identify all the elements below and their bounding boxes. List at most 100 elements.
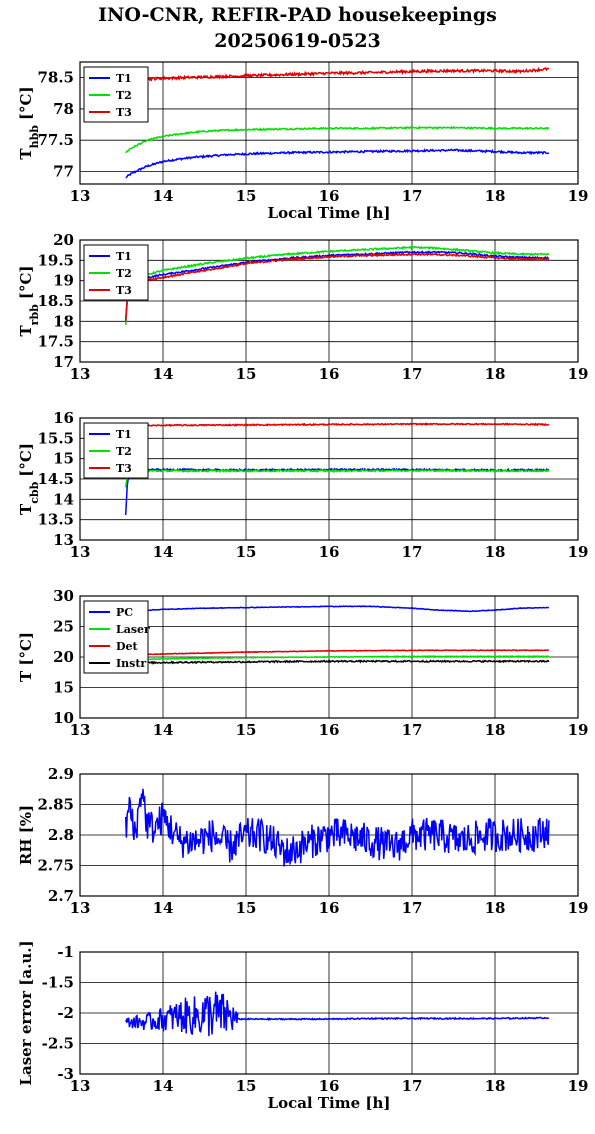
x-tick-label: 14 [153, 721, 174, 739]
y-tick-label: 30 [53, 587, 74, 605]
x-tick-label: 15 [236, 187, 257, 205]
legend: T1 T2 T3 [83, 244, 149, 301]
y-tick-label: 2.75 [37, 857, 74, 875]
series-line-s0 [124, 788, 550, 867]
x-tick-label: 15 [236, 899, 257, 917]
legend: T1 T2 T3 [83, 422, 149, 479]
y-tick-label: 17.5 [37, 333, 74, 351]
x-tick-label: 17 [402, 543, 423, 561]
y-tick-label: 17 [53, 353, 74, 371]
x-tick-label: 15 [236, 1077, 257, 1095]
x-tick-label: 19 [568, 899, 589, 917]
x-tick-label: 17 [402, 365, 423, 383]
x-tick-label: 14 [153, 365, 174, 383]
y-axis-label: RH [%] [17, 805, 35, 865]
x-tick-label: 13 [70, 721, 91, 739]
chart-temps: 13 14 15 16 17 18 19 10 15 20 25 30 T [°C] PC Laser Det… [17, 587, 588, 739]
y-tick-label: 15 [53, 679, 74, 697]
x-tick-label: 14 [153, 187, 174, 205]
y-tick-label: 18.5 [37, 292, 74, 310]
y-tick-label: 2.8 [48, 826, 74, 844]
x-tick-label: 18 [485, 899, 506, 917]
x-tick-label: 19 [568, 1077, 589, 1095]
x-tick-label: 13 [70, 365, 91, 383]
x-tick-label: 18 [485, 543, 506, 561]
plot-frame [79, 239, 579, 363]
plot-frame [79, 61, 579, 185]
y-tick-label: -3 [57, 1065, 74, 1083]
x-tick-label: 19 [568, 187, 589, 205]
x-tick-label: 17 [402, 899, 423, 917]
x-tick-label: 16 [319, 1077, 340, 1095]
legend-label-t2: T2 [116, 445, 132, 458]
legend-label-t1: T1 [116, 250, 132, 263]
series-line-t3 [124, 252, 550, 322]
chart-title-line2: 20250619-0523 [214, 30, 381, 52]
y-tick-label: 13 [53, 531, 74, 549]
x-axis-label: Local Time [h] [268, 204, 391, 222]
x-tick-label: 16 [319, 543, 340, 561]
y-axis-label: Laser error [a.u.] [17, 940, 35, 1085]
x-tick-label: 14 [153, 543, 174, 561]
x-tick-label: 13 [70, 899, 91, 917]
series-line-t2 [124, 468, 550, 488]
y-tick-label: 18 [53, 312, 74, 330]
x-tick-label: 16 [319, 899, 340, 917]
x-tick-label: 18 [485, 1077, 506, 1095]
y-tick-label: 16 [53, 409, 74, 427]
y-tick-label: 15.5 [37, 429, 74, 447]
y-tick-label: 19 [53, 272, 74, 290]
series-line-t1 [124, 467, 550, 516]
x-tick-label: 19 [568, 721, 589, 739]
x-tick-label: 14 [153, 1077, 174, 1095]
y-tick-label: 2.9 [48, 765, 74, 783]
x-tick-label: 18 [485, 721, 506, 739]
y-tick-label: 14.5 [37, 470, 74, 488]
legend-label-t2: T2 [116, 267, 132, 280]
legend-label-t3: T3 [116, 106, 132, 119]
x-tick-label: 16 [319, 721, 340, 739]
y-tick-label: 25 [53, 618, 74, 636]
chart-hbb: 13 14 15 16 17 18 19 77 77.5 78 78.5 Local Time [h]… [17, 61, 589, 222]
y-tick-label: -1 [57, 943, 74, 961]
series-line-s1 [237, 1016, 550, 1022]
y-tick-label: -2 [57, 1004, 74, 1022]
x-tick-label: 13 [70, 187, 91, 205]
series-line-t1 [124, 250, 550, 321]
x-tick-label: 13 [70, 1077, 91, 1095]
legend-label-t3: T3 [116, 462, 132, 475]
y-tick-label: -1.5 [42, 974, 74, 992]
legend-label-t3: T3 [116, 284, 132, 297]
series-line-instr [125, 659, 550, 665]
x-tick-label: 19 [568, 365, 589, 383]
series-line-s0 [125, 991, 239, 1037]
y-tick-label: 77 [53, 162, 74, 180]
series-line-t3 [125, 66, 550, 83]
chart-cbb: 13 14 15 16 17 18 19 13 13.5 14 14.5 15 15.5 16 Tcbb[°… [17, 409, 588, 561]
series-line-det [125, 649, 549, 657]
legend-label-instr: Instr [116, 657, 146, 670]
y-tick-label: 2.7 [48, 887, 74, 905]
legend-label-t1: T1 [116, 72, 132, 85]
legend: T1 T2 T3 [83, 66, 149, 123]
series-line-t3 [125, 422, 550, 428]
series-line-laser [125, 655, 550, 661]
chart-rbb: 13 14 15 16 17 18 19 17 17.5 18 18.5 19 19.5 20 Trbb[°… [17, 231, 588, 383]
chart-laser: 13 14 15 16 17 18 19 -3 -2.5 -2 -1.5 -1 Local Time [… [17, 940, 588, 1112]
plot-frame [79, 951, 579, 1075]
legend: PC Laser Det Instr [83, 600, 150, 674]
series-line-t2 [124, 245, 550, 326]
legend-label-pc: PC [116, 606, 133, 619]
y-tick-label: -2.5 [42, 1035, 74, 1053]
legend-label-t2: T2 [116, 89, 132, 102]
plot-frame [79, 595, 579, 719]
legend-label-t1: T1 [116, 428, 132, 441]
y-tick-label: 77.5 [37, 131, 74, 149]
x-tick-label: 15 [236, 365, 257, 383]
y-axis-label: Tcbb[°C] [17, 443, 41, 515]
x-tick-label: 18 [485, 365, 506, 383]
x-tick-label: 16 [319, 365, 340, 383]
y-axis-label: Trbb[°C] [17, 266, 41, 337]
x-tick-label: 17 [402, 721, 423, 739]
plot-frame [79, 773, 579, 897]
